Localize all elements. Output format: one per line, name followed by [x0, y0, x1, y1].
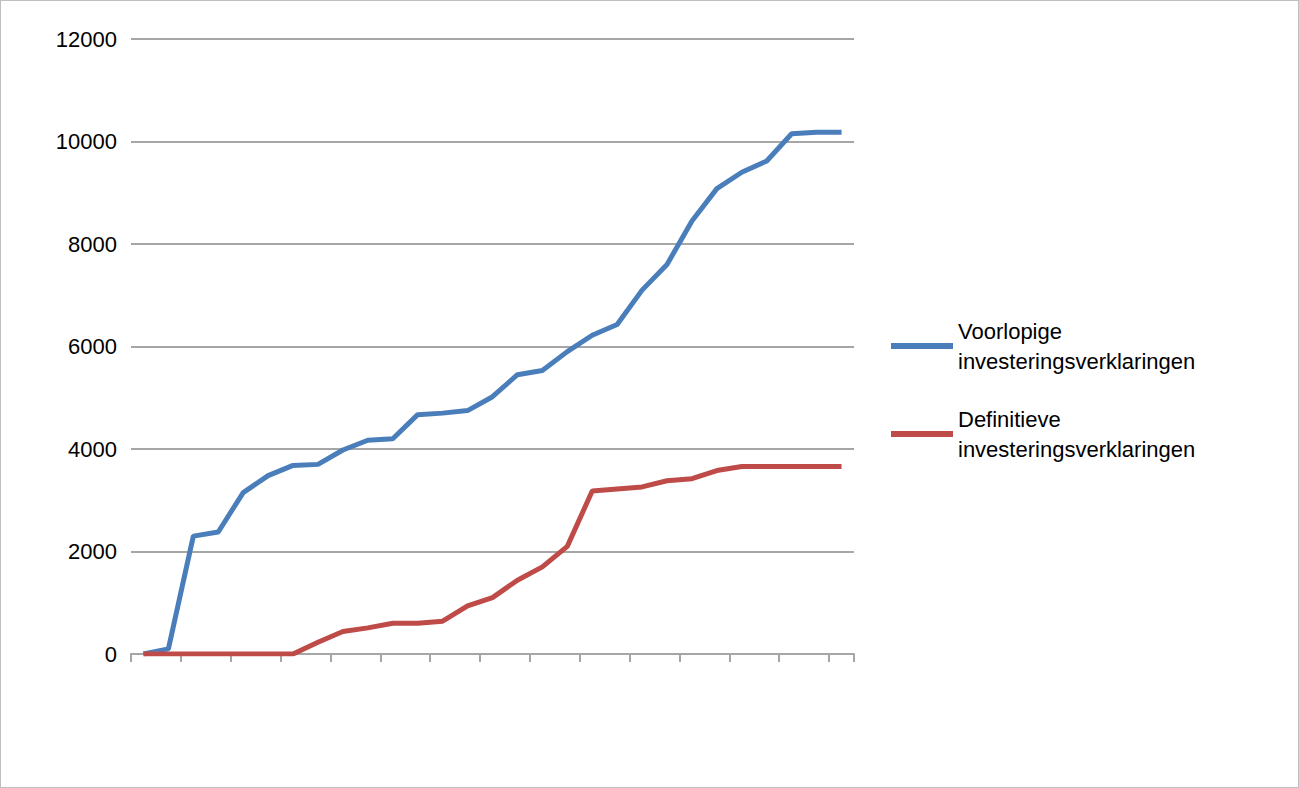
svg-text:10000: 10000: [56, 129, 117, 154]
svg-text:Definitieve: Definitieve: [958, 407, 1067, 432]
svg-text:6000: 6000: [68, 334, 117, 359]
svg-text:investeringsverklaringen: investeringsverklaringen: [958, 349, 1195, 374]
svg-text:4000: 4000: [68, 437, 117, 462]
svg-text:investeringsverklaringen: investeringsverklaringen: [958, 437, 1195, 462]
svg-text:8000: 8000: [68, 232, 117, 257]
svg-text:Voorlopige: Voorlopige: [958, 319, 1068, 344]
svg-text:0: 0: [105, 642, 117, 667]
svg-text:2000: 2000: [68, 539, 117, 564]
svg-text:12000: 12000: [56, 27, 117, 52]
